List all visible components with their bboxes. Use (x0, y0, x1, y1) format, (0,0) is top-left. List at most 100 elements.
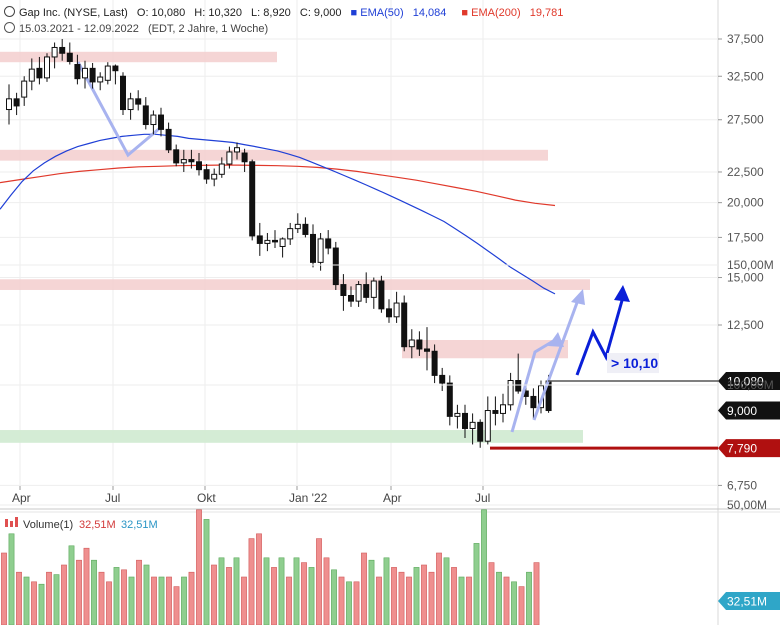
volume-icon (5, 519, 8, 527)
candle-body (469, 421, 476, 429)
volume-bar (1, 552, 7, 625)
volume-bar (368, 559, 375, 625)
volume-bar (233, 557, 240, 625)
chart-menu-icon[interactable] (4, 6, 15, 17)
candle-body (173, 149, 180, 164)
candle-body (484, 410, 491, 442)
volume-bar (383, 557, 390, 625)
volume-bar (16, 571, 22, 625)
y-tick-label: 37,500 (727, 32, 764, 46)
chart-header: Gap Inc. (NYSE, Last) O: 10,080 H: 10,32… (4, 6, 575, 19)
volume-bar (301, 562, 307, 625)
volume-bar (413, 567, 420, 625)
ema50-legend[interactable]: ■ EMA(50) 14,084 (350, 7, 447, 19)
candle-body (370, 280, 377, 298)
candle-body (44, 56, 50, 79)
y-tick-label: 6,750 (727, 478, 757, 492)
projection-arrow-light (532, 299, 580, 421)
candle-body (477, 421, 484, 442)
candle-body (89, 67, 96, 83)
volume-bar (218, 557, 225, 625)
candle-body (431, 350, 438, 376)
open-value: O: 10,080 (136, 7, 186, 19)
chart-subheader: 15.03.2021 - 12.09.2022 (EDT, 2 Jahre, 1… (4, 22, 274, 35)
ema200-value: 19,781 (529, 7, 564, 19)
candle-body (424, 348, 430, 352)
candle-body (294, 223, 301, 230)
candle-body (348, 294, 354, 302)
candle-body (325, 238, 332, 249)
volume-bar (61, 564, 67, 625)
candle-body (51, 46, 58, 58)
volume-bar (518, 586, 525, 625)
candle-body (196, 161, 202, 171)
close-value: C: 9,000 (299, 7, 342, 19)
volume-bar (511, 581, 517, 625)
volume-bar (458, 576, 465, 625)
ema200-legend[interactable]: ■ EMA(200) 19,781 (461, 7, 564, 19)
volume-bar (98, 571, 105, 625)
low-value: L: 8,920 (251, 7, 291, 19)
candle-body (302, 223, 309, 235)
y-tick-label: 20,000 (727, 196, 764, 210)
candle-body (211, 173, 218, 180)
volume-value: 32,51M (79, 519, 116, 531)
candle-body (401, 302, 408, 348)
volume-bar (346, 581, 352, 625)
volume-bar (473, 543, 480, 625)
volume-bar (136, 559, 142, 625)
date-range: 15.03.2021 - 12.09.2022 (19, 23, 139, 35)
volume-bar (443, 557, 450, 625)
volume-bar (203, 519, 210, 625)
volume-bar (256, 533, 262, 625)
candle-body (530, 395, 537, 409)
volume-bar (338, 576, 345, 625)
candle-body (363, 284, 370, 298)
y-tick-label: 27,500 (727, 113, 764, 127)
candle-body (287, 228, 294, 240)
volume-label: Volume(1) (23, 519, 73, 531)
volume-bar (173, 586, 180, 625)
candle-body (310, 233, 316, 263)
volume-bar (68, 545, 75, 625)
candle-body (180, 159, 187, 164)
candle-body (408, 339, 415, 348)
volume-tick-label: 100,00M (727, 378, 774, 392)
candle-body (507, 380, 514, 406)
candle-body (416, 339, 423, 350)
volume-bar (466, 576, 472, 625)
volume-bar (181, 576, 187, 625)
volume-bar (121, 569, 127, 625)
candle-body (203, 169, 210, 180)
volume-bar (353, 581, 360, 625)
volume-bar (331, 569, 337, 625)
volume-bar (158, 576, 165, 625)
volume-bar (53, 574, 60, 625)
volume-bar (278, 557, 285, 625)
price-badge-label: 7,790 (727, 442, 757, 456)
candle-body (36, 67, 43, 79)
y-tick-label: 32,500 (727, 69, 764, 83)
candle-body (272, 239, 278, 243)
candle-body (355, 284, 362, 302)
projection-arrow-dark (575, 296, 625, 376)
candle-body (165, 128, 172, 151)
volume-bar (286, 576, 292, 625)
price-badge (718, 372, 780, 391)
volume-bar (91, 559, 97, 625)
candle-body (264, 239, 271, 244)
volume-bar (436, 552, 442, 625)
candle-body (127, 98, 134, 111)
candle-body (279, 238, 286, 247)
volume-bar (263, 557, 270, 625)
volume-bar (188, 571, 195, 625)
volume-bar (113, 567, 120, 625)
candle-body (74, 64, 81, 80)
candle-body (28, 68, 35, 82)
volume-bar (106, 581, 112, 625)
volume-bar (421, 564, 427, 625)
candle-body (446, 382, 453, 417)
volume-badge (718, 592, 780, 610)
volume-bar (316, 538, 322, 625)
volume-bar (308, 567, 315, 625)
